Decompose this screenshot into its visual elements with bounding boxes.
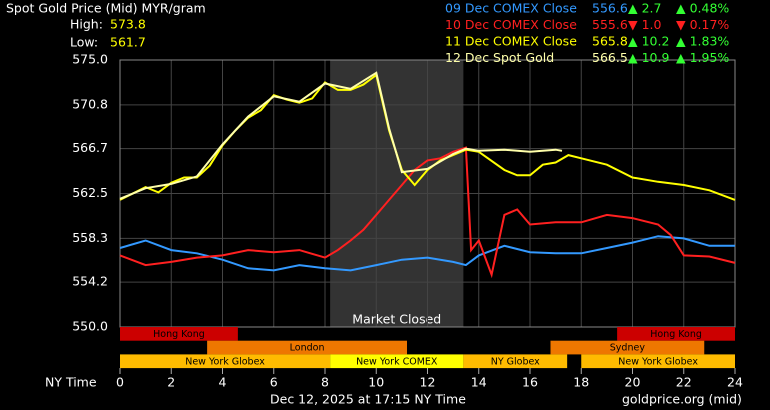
closed-label: Market Closed xyxy=(352,312,441,327)
source: goldprice.org (mid) xyxy=(622,392,742,407)
high-label: High: xyxy=(70,17,103,32)
session-bar xyxy=(207,340,407,355)
x-tick-label: 22 xyxy=(676,375,692,390)
x-tick-label: 8 xyxy=(321,375,329,390)
x-tick-label: 4 xyxy=(219,375,227,390)
price-line xyxy=(119,71,563,200)
legend-percent: ▲ 1.95% xyxy=(676,50,729,65)
plot-border xyxy=(119,59,736,328)
x-tick-label: 12 xyxy=(420,375,436,390)
price-line xyxy=(119,235,735,272)
session-bar xyxy=(550,340,705,355)
session-label: London xyxy=(290,343,325,354)
legend-entry: 11 Dec COMEX Close xyxy=(445,34,577,49)
x-tick-label: 16 xyxy=(522,375,538,390)
legend-percent: ▲ 1.83% xyxy=(676,34,729,49)
session-label: Sydney xyxy=(610,343,646,354)
footer: Dec 12, 2025 at 17:15 NY Time xyxy=(270,392,466,407)
y-tick-label: 550.0 xyxy=(72,319,108,334)
y-tick-label: 570.8 xyxy=(72,96,108,111)
legend-percent: ▲ 0.48% xyxy=(676,1,729,16)
low-label: Low: xyxy=(70,35,98,50)
legend-entry: 10 Dec COMEX Close xyxy=(445,17,577,32)
session-bar xyxy=(617,327,735,341)
legend-change: ▲ 10.2 xyxy=(628,34,669,49)
legend-percent: ▼ 0.17% xyxy=(676,17,729,32)
y-tick-label: 562.5 xyxy=(72,185,108,200)
low-value: 561.7 xyxy=(110,35,146,50)
legend-close: 556.6 xyxy=(592,1,628,16)
session-label: New York Globex xyxy=(185,356,265,367)
session-bar xyxy=(463,354,568,369)
high-value: 573.8 xyxy=(110,17,146,32)
session-bar xyxy=(120,327,238,341)
session-label: New York COMEX xyxy=(356,356,438,367)
y-tick-label: 566.7 xyxy=(72,140,108,155)
legend-change: ▲ 2.7 xyxy=(628,1,661,16)
x-tick-label: 18 xyxy=(573,375,589,390)
x-tick-label: 24 xyxy=(727,375,743,390)
legend-close: 566.5 xyxy=(592,50,628,65)
x-axis-label: NY Time xyxy=(45,375,97,390)
session-bar xyxy=(120,354,331,369)
y-tick-label: 575.0 xyxy=(72,52,108,67)
legend-change: ▲ 10.9 xyxy=(628,50,669,65)
legend-entry: 12 Dec Spot Gold xyxy=(445,50,554,65)
x-tick-label: 20 xyxy=(625,375,641,390)
session-label: NY Globex xyxy=(491,356,540,367)
x-tick-label: 0 xyxy=(116,375,124,390)
session-label: New York Globex xyxy=(618,356,698,367)
legend-change: ▼ 1.0 xyxy=(628,17,662,32)
session-label: Hong Kong xyxy=(153,329,205,340)
chart-title: Spot Gold Price (Mid) MYR/gram xyxy=(6,1,206,16)
legend-close: 555.6 xyxy=(592,17,628,32)
session-bar xyxy=(581,354,735,369)
price-line xyxy=(119,146,736,279)
y-tick-label: 554.2 xyxy=(72,274,108,289)
session-bar xyxy=(330,354,464,369)
session-label: Hong Kong xyxy=(650,329,702,340)
legend-entry: 09 Dec COMEX Close xyxy=(445,1,577,16)
legend-close: 565.8 xyxy=(592,34,628,49)
x-tick-label: 2 xyxy=(167,375,175,390)
y-tick-label: 558.3 xyxy=(72,230,108,245)
x-tick-label: 14 xyxy=(471,375,487,390)
x-tick-label: 10 xyxy=(368,375,384,390)
x-tick-label: 6 xyxy=(270,375,278,390)
